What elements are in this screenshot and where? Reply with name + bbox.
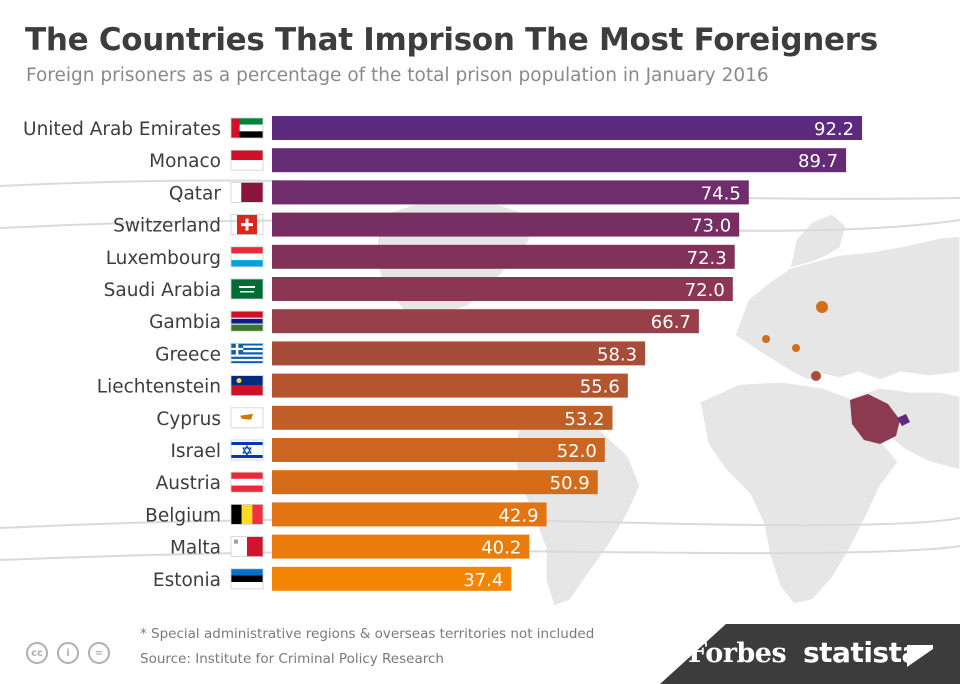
value-label: 50.9	[550, 473, 590, 494]
greece-map-highlight	[811, 371, 821, 381]
value-label: 42.9	[498, 505, 538, 526]
license-icons: cc i =	[26, 642, 110, 664]
qatar-flag-icon	[230, 181, 264, 203]
barbed-wire-lower	[0, 545, 960, 561]
bar	[272, 244, 735, 269]
value-label: 55.6	[580, 377, 620, 398]
estonia-map-highlight	[816, 301, 828, 313]
bar-row: Qatar 74.5	[169, 180, 749, 205]
bar	[272, 373, 628, 398]
israel-flag-icon	[230, 439, 264, 461]
category-label: Austria	[156, 473, 221, 494]
source-note: Source: Institute for Criminal Policy Re…	[140, 651, 444, 667]
category-label: Estonia	[153, 570, 221, 591]
bar-row: United Arab Emirates 92.2	[23, 116, 863, 140]
chart-subtitle: Foreign prisoners as a percentage of the…	[26, 65, 769, 86]
saudi-arabia-flag-icon	[230, 278, 264, 300]
bar	[272, 534, 530, 559]
bar	[272, 502, 547, 527]
value-label: 89.7	[798, 151, 838, 172]
value-label: 52.0	[557, 441, 597, 462]
category-label: Luxembourg	[106, 248, 221, 269]
bar-row: Gambia 66.7	[149, 309, 699, 334]
bar	[272, 277, 733, 301]
value-label: 37.4	[463, 570, 503, 591]
uae-map-highlight	[897, 414, 910, 426]
scandinavia-shape	[789, 213, 847, 269]
austria-map-highlight	[792, 344, 800, 352]
value-label: 92.2	[814, 119, 854, 140]
category-label: Qatar	[169, 183, 221, 204]
value-label: 66.7	[651, 312, 691, 333]
belgium-flag-icon	[230, 503, 264, 525]
bar	[272, 341, 646, 366]
belgium-map-highlight	[762, 335, 770, 343]
value-label: 74.5	[701, 183, 741, 204]
statista-mark-icon	[907, 645, 933, 667]
nd-icon[interactable]: =	[88, 642, 110, 664]
barbed-wire-bottom	[0, 517, 960, 529]
bar	[272, 116, 863, 140]
bar-row: Switzerland 73.0	[113, 212, 740, 237]
bar	[272, 148, 847, 173]
value-label: 73.0	[691, 216, 731, 237]
bar-row: Estonia 37.4	[153, 566, 512, 591]
category-label: United Arab Emirates	[23, 119, 221, 140]
value-label: 72.0	[685, 280, 725, 301]
category-label: Greece	[155, 344, 221, 365]
category-label: Belgium	[145, 505, 221, 526]
category-label: Liechtenstein	[97, 377, 221, 398]
value-label: 40.2	[481, 538, 521, 559]
bar	[272, 405, 613, 430]
forbes-logo[interactable]: Forbes	[688, 638, 787, 669]
cyprus-flag-icon	[230, 407, 264, 429]
category-label: Malta	[170, 538, 221, 559]
switzerland-flag-icon	[230, 214, 264, 236]
category-label: Switzerland	[113, 216, 221, 237]
bar	[272, 438, 605, 462]
luxembourg-flag-icon	[230, 246, 264, 268]
value-label: 72.3	[687, 248, 727, 269]
category-label: Gambia	[149, 312, 221, 333]
bar	[272, 309, 699, 334]
bar	[272, 212, 740, 237]
bar	[272, 180, 749, 205]
malta-flag-icon	[230, 536, 264, 557]
cc-icon[interactable]: cc	[26, 642, 48, 664]
austria-flag-icon	[230, 471, 264, 493]
monaco-flag-icon	[230, 149, 264, 171]
by-icon[interactable]: i	[57, 642, 79, 664]
category-label: Cyprus	[156, 409, 221, 430]
bar-row: Cyprus 53.2	[156, 405, 613, 430]
uae-flag-icon	[230, 117, 264, 139]
bar-row: Austria 50.9	[156, 470, 598, 495]
greece-flag-icon	[230, 342, 264, 364]
bar-row: Luxembourg 72.3	[106, 244, 735, 269]
bar	[272, 566, 512, 591]
liechtenstein-flag-icon	[230, 375, 264, 397]
category-label: Saudi Arabia	[104, 280, 221, 301]
estonia-flag-icon	[230, 568, 264, 590]
value-label: 53.2	[564, 409, 604, 430]
footnote: * Special administrative regions & overs…	[140, 626, 595, 642]
bar-row: Malta 40.2	[170, 534, 530, 559]
saudi-arabia-map-highlight	[850, 394, 900, 444]
gambia-flag-icon	[230, 310, 264, 332]
bar-row: Liechtenstein 55.6	[97, 373, 628, 398]
africa-shape	[699, 381, 899, 605]
category-label: Israel	[170, 441, 221, 462]
value-label: 58.3	[597, 344, 637, 365]
category-label: Monaco	[149, 151, 221, 172]
bar	[272, 470, 598, 495]
bar-row: Monaco 89.7	[149, 148, 847, 173]
statista-logo[interactable]: statista	[803, 636, 920, 669]
chart-title: The Countries That Imprison The Most For…	[25, 22, 878, 58]
bar-row: Saudi Arabia 72.0	[104, 277, 733, 301]
bar-row: Israel 52.0	[170, 438, 605, 462]
bar-row: Belgium 42.9	[145, 502, 547, 527]
bar-row: Greece 58.3	[155, 341, 646, 366]
